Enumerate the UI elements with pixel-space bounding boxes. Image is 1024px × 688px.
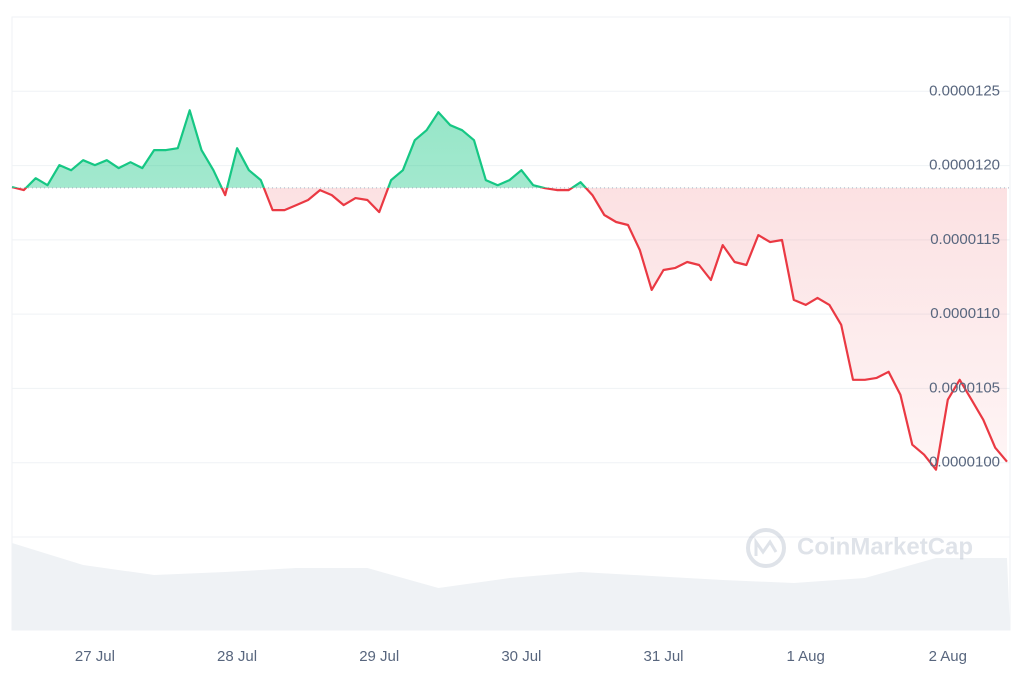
area-up [12, 110, 1007, 188]
price-line-down [11, 187, 1008, 471]
x-tick-label: 28 Jul [217, 648, 257, 665]
volume-area [12, 543, 1010, 630]
y-tick-label: 0.0000115 [930, 231, 1000, 248]
x-tick-label: 27 Jul [75, 648, 115, 665]
area-down [14, 187, 1007, 470]
watermark: CoinMarketCap [746, 528, 973, 568]
y-tick-label: 0.0000105 [929, 379, 1000, 396]
x-tick-label: 1 Aug [786, 648, 824, 665]
y-tick-label: 0.0000120 [929, 157, 1000, 174]
x-tick-label: 2 Aug [929, 648, 967, 665]
x-tick-label: 31 Jul [643, 648, 683, 665]
x-tick-label: 29 Jul [359, 648, 399, 665]
y-tick-label: 0.0000100 [929, 454, 1000, 471]
y-tick-label: 0.0000125 [929, 82, 1000, 99]
y-tick-label: 0.0000110 [930, 305, 1000, 322]
price-line-up [11, 109, 588, 188]
x-tick-label: 30 Jul [501, 648, 541, 665]
watermark-text: CoinMarketCap [797, 533, 973, 560]
